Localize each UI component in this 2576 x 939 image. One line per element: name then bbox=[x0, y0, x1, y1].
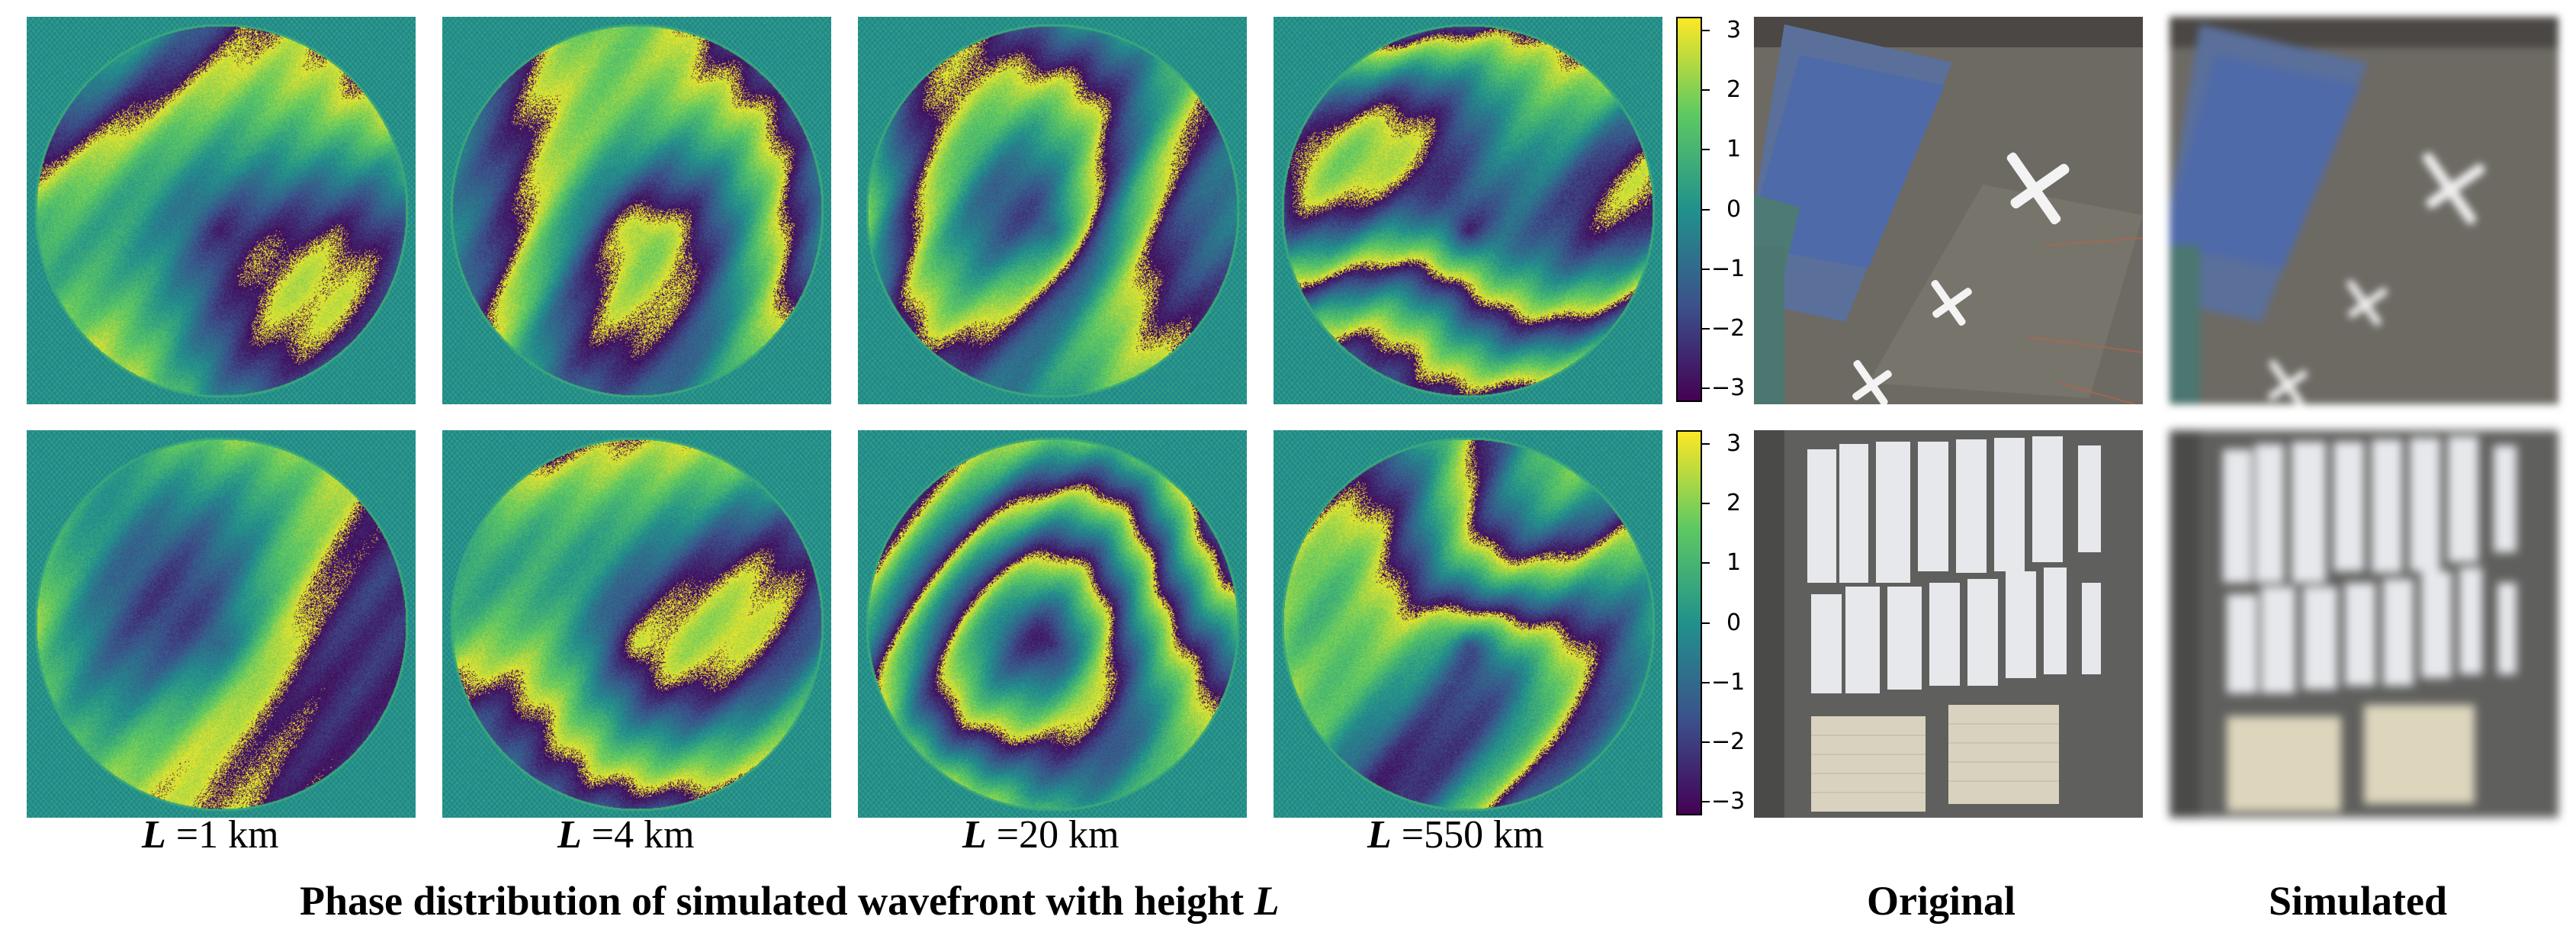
colorbar-tick-label: −1 bbox=[1711, 669, 1745, 696]
colorbar-tick-label: 0 bbox=[1726, 196, 1741, 223]
colorbar-tickmark bbox=[1702, 503, 1710, 504]
simulated-image-warehouses bbox=[2170, 430, 2558, 818]
colorbar-tick-label: −2 bbox=[1711, 315, 1745, 342]
colorbar-tickmark bbox=[1702, 269, 1710, 270]
colorbar-tick-label: −3 bbox=[1711, 375, 1745, 401]
phase-map-row2-L550 bbox=[1274, 430, 1662, 818]
colorbar-tickmark bbox=[1702, 209, 1710, 211]
colorbar-tickmark bbox=[1702, 562, 1710, 564]
colorbar-tick-label: −1 bbox=[1711, 256, 1745, 282]
original-caption: Original bbox=[1867, 877, 2016, 925]
phase-map-row2-L1 bbox=[27, 430, 416, 818]
colorbar-tickmark bbox=[1702, 30, 1710, 31]
phase-map-row1-L1 bbox=[27, 17, 416, 404]
colorbar-row2 bbox=[1676, 430, 1702, 815]
simulated-image-airport bbox=[2170, 17, 2558, 404]
colorbar-tick-label: 1 bbox=[1726, 136, 1741, 162]
original-image-warehouses bbox=[1754, 430, 2143, 818]
phase-map-row1-L550 bbox=[1274, 17, 1662, 404]
colorbar-tick-label: 1 bbox=[1726, 549, 1741, 576]
colorbar-tick-label: −2 bbox=[1711, 728, 1745, 755]
colorbar-tick-label: 0 bbox=[1726, 609, 1741, 636]
height-label-550km: L =550 km bbox=[1367, 812, 1544, 857]
simulated-caption: Simulated bbox=[2269, 877, 2447, 925]
colorbar-tickmark bbox=[1702, 328, 1710, 330]
colorbar-tick-label: 3 bbox=[1726, 17, 1741, 43]
phase-map-row2-L20 bbox=[858, 430, 1247, 818]
colorbar-tickmark bbox=[1702, 622, 1710, 624]
height-label-1km: L =1 km bbox=[142, 812, 279, 857]
phase-caption: Phase distribution of simulated wavefron… bbox=[300, 877, 1280, 925]
phase-map-row1-L4 bbox=[442, 17, 831, 404]
colorbar-tickmark bbox=[1702, 443, 1710, 445]
colorbar-tickmark bbox=[1702, 682, 1710, 683]
height-label-4km: L =4 km bbox=[557, 812, 695, 857]
colorbar-tick-label: 2 bbox=[1726, 490, 1741, 516]
original-image-airport bbox=[1754, 17, 2143, 404]
colorbar-tickmark bbox=[1702, 741, 1710, 743]
colorbar-tickmark bbox=[1702, 149, 1710, 150]
phase-map-row2-L4 bbox=[442, 430, 831, 818]
colorbar-tick-label: 3 bbox=[1726, 430, 1741, 457]
colorbar-tick-label: 2 bbox=[1726, 76, 1741, 103]
phase-map-row1-L20 bbox=[858, 17, 1247, 404]
colorbar-row1 bbox=[1676, 17, 1702, 402]
colorbar-tick-label: −3 bbox=[1711, 788, 1745, 815]
colorbar-tickmark bbox=[1702, 89, 1710, 91]
colorbar-tickmark bbox=[1702, 801, 1710, 802]
height-label-20km: L =20 km bbox=[962, 812, 1119, 857]
colorbar-tickmark bbox=[1702, 387, 1710, 389]
